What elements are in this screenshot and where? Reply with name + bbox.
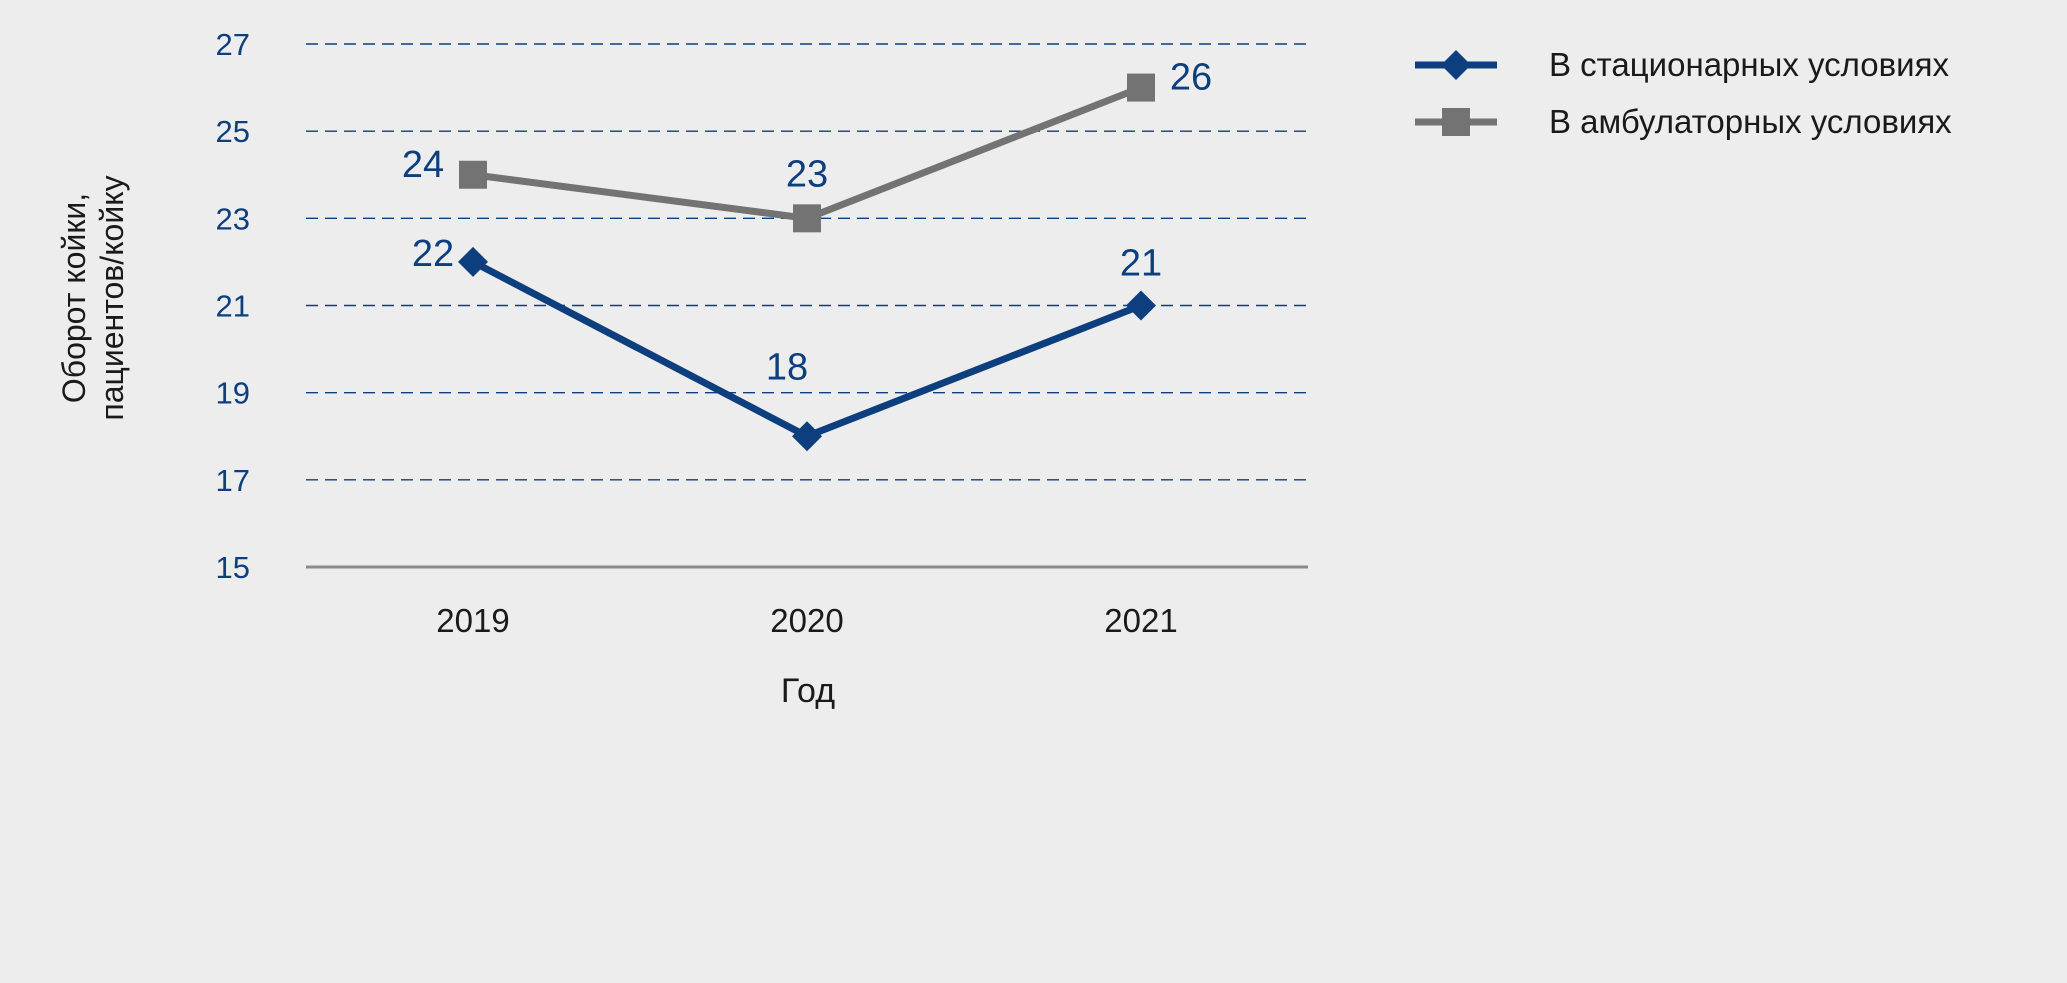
series-0-point-1 xyxy=(792,421,822,452)
y-tick-label-0: 15 xyxy=(216,550,250,585)
series-1-point-0 xyxy=(459,160,487,189)
y-axis-title: Оборот койки, пациентов/койку xyxy=(56,175,130,420)
x-axis-ticks: 2019 2020 2021 xyxy=(436,602,1177,639)
grid-lines xyxy=(306,43,1308,569)
data-label-1-1: 23 xyxy=(786,153,828,195)
series-group xyxy=(458,73,1156,452)
series-0-point-2 xyxy=(1126,290,1156,321)
legend-label-0: В стационарных условиях xyxy=(1549,46,1949,83)
legend-marker-0 xyxy=(1441,50,1471,80)
data-label-1-0: 24 xyxy=(402,144,444,186)
legend-label-1: В амбулаторных условиях xyxy=(1549,103,1952,140)
x-tick-label-0: 2019 xyxy=(436,602,509,639)
y-tick-label-6: 27 xyxy=(216,27,250,62)
y-tick-label-2: 19 xyxy=(216,376,250,411)
legend-marker-1 xyxy=(1442,108,1470,136)
data-label-0-0: 22 xyxy=(412,233,454,275)
y-tick-label-1: 17 xyxy=(216,463,250,498)
data-labels: 24 23 26 22 18 21 xyxy=(402,57,1212,389)
x-tick-label-2: 2021 xyxy=(1104,602,1177,639)
legend: В стационарных условиях В амбулаторных ус… xyxy=(1415,46,1952,140)
y-axis-title-line-1: Оборот койки, xyxy=(56,193,92,403)
data-label-0-1: 18 xyxy=(766,346,808,388)
series-1-point-1 xyxy=(793,204,821,233)
y-axis-title-line-2: пациентов/койку xyxy=(94,175,130,420)
y-tick-label-3: 21 xyxy=(216,289,250,324)
y-tick-label-4: 23 xyxy=(216,201,250,236)
series-0-point-0 xyxy=(458,246,488,277)
y-axis-ticks: 15 17 19 21 23 25 27 xyxy=(216,27,250,585)
data-label-0-2: 21 xyxy=(1120,243,1162,285)
y-tick-label-5: 25 xyxy=(216,114,250,149)
x-tick-label-1: 2020 xyxy=(770,602,843,639)
series-1-point-2 xyxy=(1127,73,1155,102)
x-axis-title: Год xyxy=(781,672,835,710)
data-label-1-2: 26 xyxy=(1170,57,1212,99)
